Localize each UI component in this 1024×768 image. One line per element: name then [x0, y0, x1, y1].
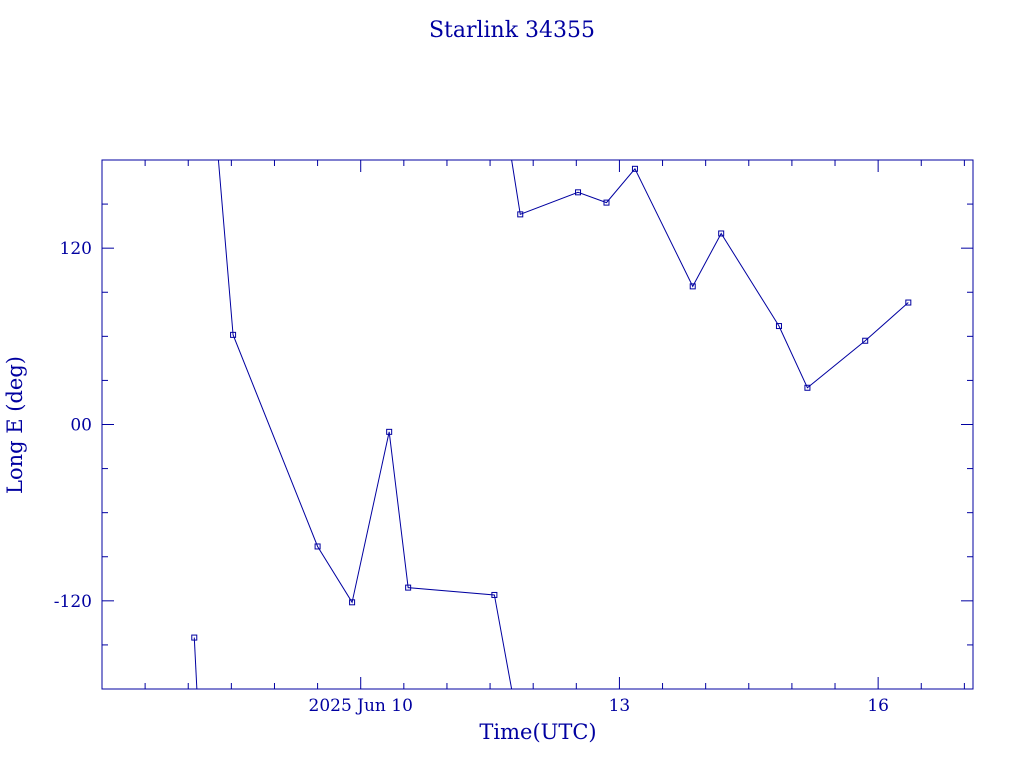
y-tick-label: -120	[54, 592, 92, 612]
data-point	[775, 323, 782, 330]
y-tick-label: 00	[70, 416, 92, 436]
data-point	[191, 634, 198, 641]
series-line	[511, 159, 909, 389]
data-point	[314, 543, 321, 550]
x-tick-label: 16	[867, 696, 889, 716]
plot-frame	[101, 159, 974, 690]
data-point	[517, 211, 524, 218]
data-point	[349, 599, 356, 606]
axis-tick-labels: 2025 Jun 10 13 16 120 00 -120	[54, 239, 889, 716]
axis-ticks	[102, 160, 973, 689]
y-tick-label: 120	[60, 239, 92, 259]
x-axis-label: Time(UTC)	[479, 720, 596, 744]
x-tick-label: 2025 Jun 10	[309, 696, 413, 716]
data-point	[386, 428, 393, 435]
longitude-series	[191, 159, 912, 690]
data-point	[804, 384, 811, 391]
data-point	[905, 299, 912, 306]
data-point	[631, 165, 638, 172]
data-point	[862, 337, 869, 344]
series-line	[193, 637, 198, 690]
data-point	[603, 199, 610, 206]
series-line	[217, 159, 513, 690]
data-point	[405, 584, 412, 591]
data-point	[491, 591, 498, 598]
data-point	[575, 189, 582, 196]
data-point	[718, 230, 725, 237]
y-axis-label: Long E (deg)	[3, 356, 27, 494]
data-point	[689, 283, 696, 290]
chart-title: Starlink 34355	[429, 18, 595, 43]
data-point	[230, 331, 237, 338]
x-tick-label: 13	[609, 696, 631, 716]
